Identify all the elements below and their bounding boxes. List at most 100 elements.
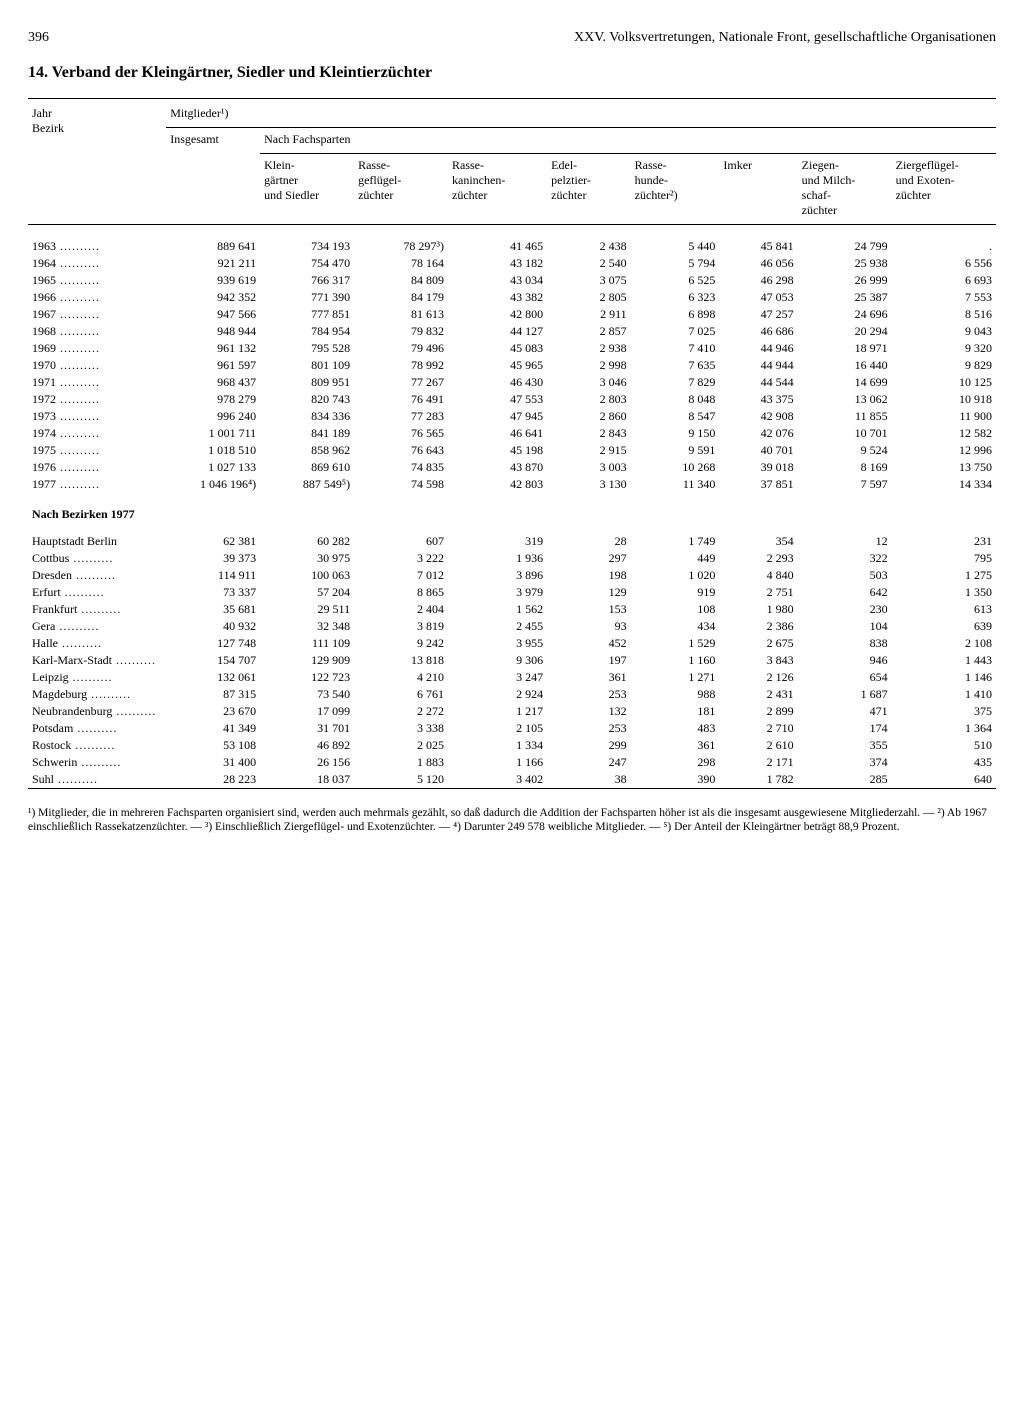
cell: 44 127 xyxy=(448,323,547,340)
cell: 435 xyxy=(892,754,996,771)
cell: 3 402 xyxy=(448,771,547,789)
cell: 60 282 xyxy=(260,533,354,550)
cell: 31 701 xyxy=(260,720,354,737)
cell: 9 591 xyxy=(631,442,720,459)
cell: 35 681 xyxy=(166,601,260,618)
table-row: Dresden114 911100 0637 0123 8961981 0204… xyxy=(28,567,996,584)
cell: 74 598 xyxy=(354,476,448,493)
cell: . xyxy=(892,238,996,255)
cell: 639 xyxy=(892,618,996,635)
cell: 45 965 xyxy=(448,357,547,374)
cell: 1 271 xyxy=(631,669,720,686)
cell: 2 126 xyxy=(719,669,797,686)
bezirk-label: Suhl xyxy=(28,771,166,789)
cell: 43 870 xyxy=(448,459,547,476)
cell: 153 xyxy=(547,601,631,618)
cell: 129 909 xyxy=(260,652,354,669)
cell: 46 056 xyxy=(719,255,797,272)
cell: 45 841 xyxy=(719,238,797,255)
cell: 76 491 xyxy=(354,391,448,408)
cell: 297 xyxy=(547,550,631,567)
cell: 39 018 xyxy=(719,459,797,476)
cell: 946 xyxy=(798,652,892,669)
cell: 1 027 133 xyxy=(166,459,260,476)
cell: 9 306 xyxy=(448,652,547,669)
cell: 834 336 xyxy=(260,408,354,425)
cell: 889 641 xyxy=(166,238,260,255)
cell: 25 938 xyxy=(798,255,892,272)
cell: 1 749 xyxy=(631,533,720,550)
cell: 3 222 xyxy=(354,550,448,567)
cell: 4 840 xyxy=(719,567,797,584)
col-c3: Rasse- kaninchen- züchter xyxy=(448,154,547,225)
cell: 31 400 xyxy=(166,754,260,771)
cell: 777 851 xyxy=(260,306,354,323)
page-number: 396 xyxy=(28,30,49,46)
cell: 2 108 xyxy=(892,635,996,652)
cell: 7 829 xyxy=(631,374,720,391)
cell: 9 829 xyxy=(892,357,996,374)
cell: 1 334 xyxy=(448,737,547,754)
cell: 53 108 xyxy=(166,737,260,754)
cell: 14 699 xyxy=(798,374,892,391)
table-row: 1972978 279820 74376 49147 5532 8038 048… xyxy=(28,391,996,408)
cell: 2 751 xyxy=(719,584,797,601)
year-label: 1972 xyxy=(28,391,166,408)
table-row: Karl-Marx-Stadt154 707129 90913 8189 306… xyxy=(28,652,996,669)
cell: 8 048 xyxy=(631,391,720,408)
cell: 43 182 xyxy=(448,255,547,272)
year-label: 1964 xyxy=(28,255,166,272)
cell: 114 911 xyxy=(166,567,260,584)
cell: 41 349 xyxy=(166,720,260,737)
cell: 9 524 xyxy=(798,442,892,459)
cell: 919 xyxy=(631,584,720,601)
header-row-3: Klein- gärtner und Siedler Rasse- geflüg… xyxy=(28,154,996,225)
cell: 18 037 xyxy=(260,771,354,789)
cell: 361 xyxy=(547,669,631,686)
stub-head-1: Jahr xyxy=(32,106,52,120)
cell: 322 xyxy=(798,550,892,567)
cell: 2 860 xyxy=(547,408,631,425)
cell: 734 193 xyxy=(260,238,354,255)
bezirk-label: Potsdam xyxy=(28,720,166,737)
table-row: Halle127 748111 1099 2423 9554521 5292 6… xyxy=(28,635,996,652)
cell: 3 247 xyxy=(448,669,547,686)
cell: 3 130 xyxy=(547,476,631,493)
cell: 198 xyxy=(547,567,631,584)
cell: 46 298 xyxy=(719,272,797,289)
table-row: 1973996 240834 33677 28347 9452 8608 547… xyxy=(28,408,996,425)
bezirk-label: Halle xyxy=(28,635,166,652)
cell: 129 xyxy=(547,584,631,601)
cell: 104 xyxy=(798,618,892,635)
cell: 45 083 xyxy=(448,340,547,357)
cell: 20 294 xyxy=(798,323,892,340)
cell: 6 323 xyxy=(631,289,720,306)
cell: 77 283 xyxy=(354,408,448,425)
cell: 921 211 xyxy=(166,255,260,272)
cell: 1 166 xyxy=(448,754,547,771)
cell: 9 043 xyxy=(892,323,996,340)
cell: 231 xyxy=(892,533,996,550)
cell: 4 210 xyxy=(354,669,448,686)
cell: 5 440 xyxy=(631,238,720,255)
cell: 503 xyxy=(798,567,892,584)
cell: 795 528 xyxy=(260,340,354,357)
cell: 43 375 xyxy=(719,391,797,408)
cell: 1 275 xyxy=(892,567,996,584)
cell: 84 179 xyxy=(354,289,448,306)
cell: 795 xyxy=(892,550,996,567)
cell: 2 843 xyxy=(547,425,631,442)
table-row: 1971968 437809 95177 26746 4303 0467 829… xyxy=(28,374,996,391)
cell: 39 373 xyxy=(166,550,260,567)
cell: 79 832 xyxy=(354,323,448,340)
cell: 45 198 xyxy=(448,442,547,459)
cell: 2 386 xyxy=(719,618,797,635)
cell: 754 470 xyxy=(260,255,354,272)
cell: 57 204 xyxy=(260,584,354,601)
cell: 887 549⁵) xyxy=(260,476,354,493)
bezirk-label: Leipzig xyxy=(28,669,166,686)
cell: 1 980 xyxy=(719,601,797,618)
cell: 3 046 xyxy=(547,374,631,391)
cell: 809 951 xyxy=(260,374,354,391)
cell: 841 189 xyxy=(260,425,354,442)
